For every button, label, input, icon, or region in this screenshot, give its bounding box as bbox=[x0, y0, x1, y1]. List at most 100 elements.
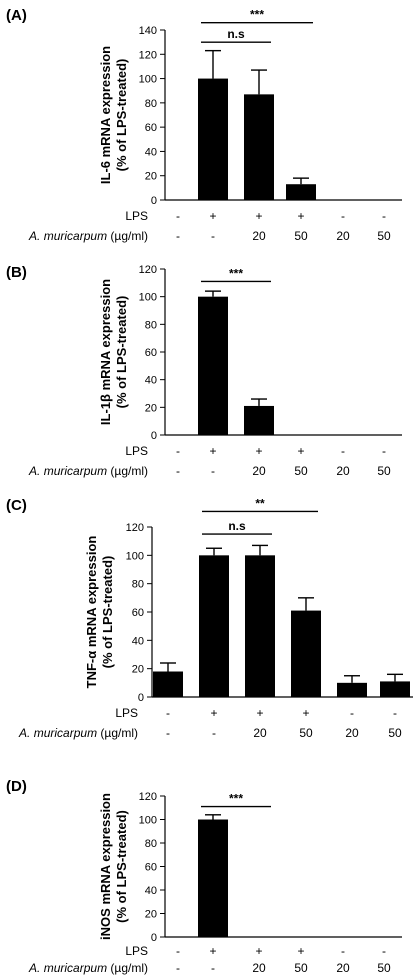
dose-cell: 20 bbox=[252, 464, 266, 478]
significance-label: *** bbox=[250, 8, 264, 22]
chart-panel-b: (B) IL-1β mRNA expression(% of LPS-treate… bbox=[6, 264, 402, 478]
y-tick-label: 100 bbox=[139, 74, 157, 86]
dose-cell: - bbox=[166, 726, 170, 740]
chart-panel-c: (C) TNF-α mRNA expression(% of LPS-treate… bbox=[6, 496, 413, 740]
lps-row-label: LPS bbox=[125, 944, 148, 958]
dose-cell: 50 bbox=[388, 726, 402, 740]
y-axis-label-line2: (% of LPS-treated) bbox=[114, 810, 129, 923]
lps-cell: - bbox=[393, 706, 397, 720]
panel-label: (A) bbox=[6, 7, 27, 24]
lps-cell: + bbox=[210, 706, 217, 720]
y-tick-label: 120 bbox=[126, 522, 144, 534]
y-tick-label: 0 bbox=[151, 932, 157, 944]
bar bbox=[337, 682, 367, 697]
lps-cell: + bbox=[255, 944, 262, 958]
panel-label: (C) bbox=[6, 497, 27, 514]
lps-cell: + bbox=[255, 209, 262, 223]
y-axis-label: IL-1β mRNA expression(% of LPS-treated) bbox=[98, 279, 129, 425]
bar bbox=[245, 555, 275, 697]
y-axis-label-line1: TNF-α mRNA expression bbox=[84, 536, 99, 689]
extract-unit: (µg/ml) bbox=[107, 961, 148, 975]
dose-cell: 50 bbox=[377, 229, 391, 243]
extract-name: A. muricarpum bbox=[28, 961, 107, 975]
y-axis-label-line1: IL-1β mRNA expression bbox=[98, 279, 113, 425]
lps-cell: - bbox=[176, 209, 180, 223]
extract-unit: (µg/ml) bbox=[107, 229, 148, 243]
bar bbox=[380, 681, 410, 697]
significance-label: n.s bbox=[227, 27, 245, 41]
y-tick-label: 120 bbox=[139, 264, 157, 276]
dose-cell: - bbox=[176, 464, 180, 478]
y-axis-label-line2: (% of LPS-treated) bbox=[114, 59, 129, 172]
y-tick-label: 100 bbox=[126, 550, 144, 562]
extract-unit: (µg/ml) bbox=[97, 726, 138, 740]
lps-row-label: LPS bbox=[115, 706, 138, 720]
y-tick-label: 80 bbox=[145, 838, 157, 850]
bar bbox=[198, 819, 228, 937]
lps-row-label: LPS bbox=[125, 209, 148, 223]
dose-cell: - bbox=[211, 464, 215, 478]
y-tick-label: 80 bbox=[145, 98, 157, 110]
lps-cell: + bbox=[302, 706, 309, 720]
dose-cell: - bbox=[212, 726, 216, 740]
bar bbox=[244, 405, 274, 435]
lps-cell: - bbox=[341, 444, 345, 458]
y-tick-label: 60 bbox=[145, 862, 157, 874]
dose-cell: 20 bbox=[253, 726, 267, 740]
extract-row-label: A. muricarpum (µg/ml) bbox=[28, 961, 148, 975]
lps-cell: + bbox=[297, 944, 304, 958]
bar bbox=[286, 184, 316, 200]
extract-name: A. muricarpum bbox=[28, 464, 107, 478]
lps-cell: - bbox=[350, 706, 354, 720]
y-tick-label: 0 bbox=[151, 430, 157, 442]
y-tick-label: 40 bbox=[132, 635, 144, 647]
dose-cell: 20 bbox=[336, 464, 350, 478]
significance-label: *** bbox=[229, 792, 243, 806]
lps-cell: - bbox=[382, 209, 386, 223]
lps-cell: - bbox=[341, 944, 345, 958]
y-tick-label: 100 bbox=[139, 292, 157, 304]
y-axis-label-line2: (% of LPS-treated) bbox=[100, 556, 115, 669]
lps-cell: - bbox=[176, 444, 180, 458]
y-tick-label: 140 bbox=[139, 25, 157, 37]
lps-cell: + bbox=[209, 209, 216, 223]
bar bbox=[244, 94, 274, 200]
significance-label: *** bbox=[229, 266, 243, 280]
dose-cell: 20 bbox=[345, 726, 359, 740]
y-tick-label: 40 bbox=[145, 146, 157, 158]
y-tick-label: 80 bbox=[132, 579, 144, 591]
lps-cell: + bbox=[297, 444, 304, 458]
y-tick-label: 60 bbox=[145, 347, 157, 359]
lps-cell: - bbox=[176, 944, 180, 958]
y-tick-label: 0 bbox=[138, 692, 144, 704]
panel-label: (D) bbox=[6, 778, 27, 795]
lps-cell: + bbox=[255, 444, 262, 458]
bar bbox=[199, 555, 229, 697]
dose-cell: 20 bbox=[252, 961, 266, 975]
lps-cell: - bbox=[382, 444, 386, 458]
extract-row-label: A. muricarpum (µg/ml) bbox=[28, 464, 148, 478]
y-axis-label-line1: IL-6 mRNA expression bbox=[98, 46, 113, 184]
dose-cell: 50 bbox=[377, 961, 391, 975]
y-axis-label: IL-6 mRNA expression(% of LPS-treated) bbox=[98, 46, 129, 184]
extract-name: A. muricarpum bbox=[28, 229, 107, 243]
lps-cell: - bbox=[382, 944, 386, 958]
y-tick-label: 0 bbox=[151, 195, 157, 207]
y-tick-label: 40 bbox=[145, 375, 157, 387]
dose-cell: 20 bbox=[252, 229, 266, 243]
y-tick-label: 60 bbox=[132, 607, 144, 619]
significance-label: ** bbox=[255, 496, 265, 510]
dose-cell: - bbox=[211, 961, 215, 975]
chart-panel-d: (D) iNOS mRNA expression(% of LPS-treated… bbox=[6, 778, 402, 975]
y-tick-label: 20 bbox=[145, 909, 157, 921]
y-tick-label: 80 bbox=[145, 319, 157, 331]
lps-cell: - bbox=[166, 706, 170, 720]
lps-cell: - bbox=[341, 209, 345, 223]
dose-cell: - bbox=[211, 229, 215, 243]
y-axis-label: iNOS mRNA expression(% of LPS-treated) bbox=[98, 793, 129, 940]
dose-cell: 50 bbox=[377, 464, 391, 478]
y-tick-label: 20 bbox=[145, 171, 157, 183]
dose-cell: 50 bbox=[294, 464, 308, 478]
lps-cell: + bbox=[256, 706, 263, 720]
